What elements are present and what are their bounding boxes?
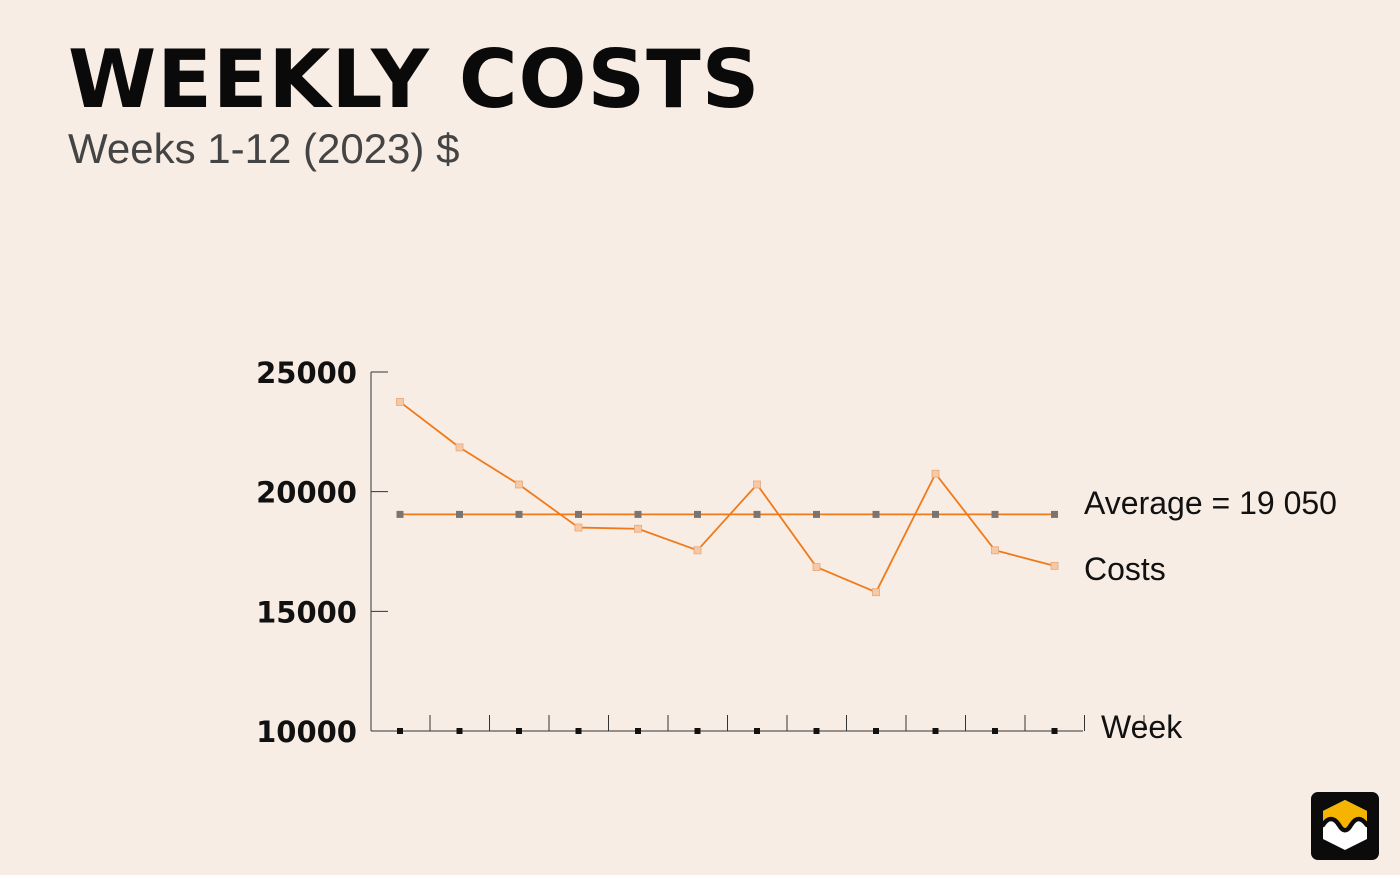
costs-point: [515, 480, 523, 489]
costs-point: [634, 524, 642, 533]
x-axis-marker: [1051, 728, 1058, 734]
x-axis-marker: [992, 728, 998, 734]
chart-title: WEEKLY COSTS: [68, 33, 761, 126]
average-point: [456, 510, 463, 518]
x-axis-marker: [873, 728, 879, 734]
average-point: [396, 510, 404, 518]
y-tick-label: 20000: [256, 476, 357, 510]
x-axis-marker: [456, 728, 463, 734]
costs-point: [455, 443, 464, 452]
chart-subtitle: Weeks 1-12 (2023) $: [68, 125, 460, 172]
x-axis-marker: [635, 728, 641, 734]
x-axis-marker: [932, 728, 939, 734]
x-axis-marker: [754, 728, 760, 734]
costs-point: [693, 546, 702, 555]
average-point: [991, 510, 999, 518]
costs-line: [399, 401, 1055, 594]
legend-average-label: Average = 19 050: [1084, 485, 1337, 521]
y-tick-label: 10000: [256, 715, 357, 749]
average-point: [515, 510, 523, 518]
costs-point: [1050, 561, 1059, 570]
average-point: [932, 510, 939, 518]
costs-point: [396, 398, 404, 406]
average-point: [1051, 510, 1058, 518]
costs-point: [812, 563, 821, 571]
y-tick-label: 15000: [256, 595, 357, 629]
average-point: [575, 510, 582, 518]
costs-point: [931, 469, 940, 478]
costs-point: [872, 588, 880, 597]
y-tick-labels: 25000 20000 15000 10000: [256, 356, 357, 749]
x-axis-label: Week: [1101, 709, 1183, 745]
series-layer: [396, 398, 1059, 734]
average-point: [813, 510, 820, 518]
chart-axes: [370, 371, 1145, 732]
average-point: [872, 510, 880, 518]
legend-costs-label: Costs: [1084, 551, 1166, 587]
x-axis-marker: [397, 728, 403, 734]
x-axis-marker: [694, 728, 701, 734]
x-axis-marker: [813, 728, 820, 734]
costs-point: [991, 546, 999, 555]
average-point: [753, 510, 761, 518]
average-point: [634, 510, 642, 518]
x-axis-marker: [575, 728, 582, 734]
wave-hexagon-logo-icon: [1311, 792, 1379, 860]
average-point: [694, 510, 701, 518]
costs-point: [753, 480, 761, 489]
costs-point: [574, 523, 583, 532]
x-axis-marker: [516, 728, 522, 734]
y-tick-label: 25000: [256, 356, 357, 390]
